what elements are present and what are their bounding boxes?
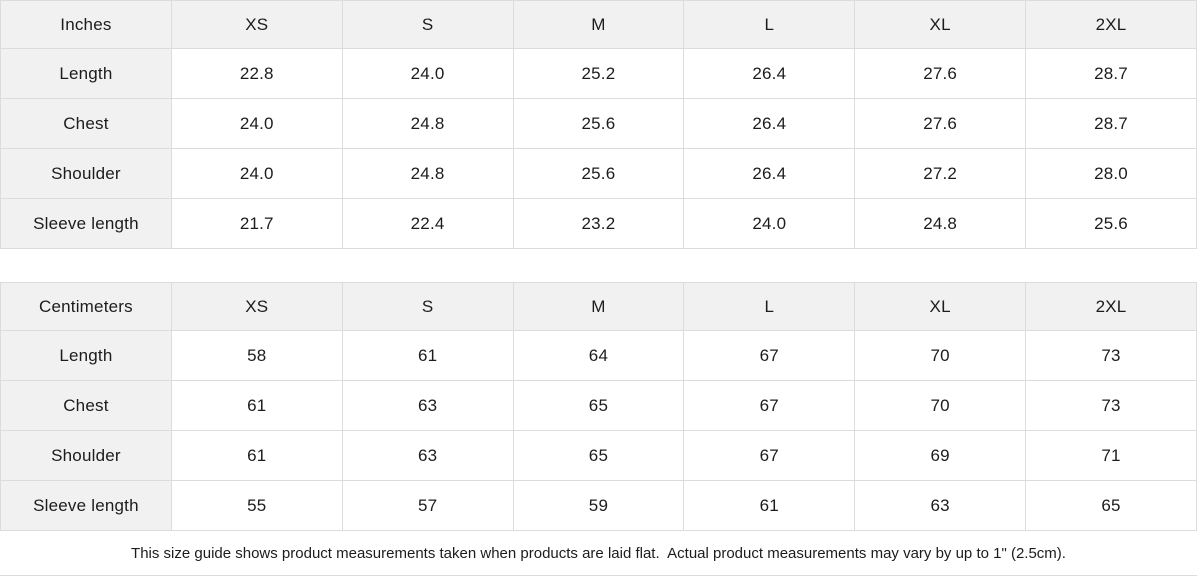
row-label: Chest — [0, 380, 172, 431]
table-row-shoulder: Shoulder 61 63 65 67 69 71 — [0, 430, 1197, 481]
cell-value: 63 — [854, 480, 1027, 531]
cell-value: 22.8 — [170, 48, 343, 99]
cell-value: 65 — [512, 380, 685, 431]
cell-value: 63 — [341, 380, 514, 431]
cell-value: 24.8 — [854, 198, 1027, 249]
size-header-s: S — [341, 282, 514, 331]
size-header-l: L — [683, 0, 856, 49]
size-header-l: L — [683, 282, 856, 331]
cell-value: 70 — [854, 380, 1027, 431]
cell-value: 67 — [683, 380, 856, 431]
cell-value: 26.4 — [683, 98, 856, 149]
cell-value: 73 — [1025, 330, 1197, 381]
cell-value: 64 — [512, 330, 685, 381]
cell-value: 58 — [170, 330, 343, 381]
cell-value: 27.6 — [854, 48, 1027, 99]
cell-value: 57 — [341, 480, 514, 531]
cell-value: 25.6 — [512, 148, 685, 199]
row-label: Sleeve length — [0, 480, 172, 531]
table-row-sleeve-length: Sleeve length 21.7 22.4 23.2 24.0 24.8 2… — [0, 198, 1197, 249]
cell-value: 28.0 — [1025, 148, 1197, 199]
centimeters-table: Centimeters XS S M L XL 2XL Length 58 61… — [0, 282, 1197, 531]
centimeters-header-row: Centimeters XS S M L XL 2XL — [0, 282, 1197, 331]
cell-value: 61 — [683, 480, 856, 531]
cell-value: 24.8 — [341, 98, 514, 149]
table-row-sleeve-length: Sleeve length 55 57 59 61 63 65 — [0, 480, 1197, 531]
table-row-shoulder: Shoulder 24.0 24.8 25.6 26.4 27.2 28.0 — [0, 148, 1197, 199]
cell-value: 23.2 — [512, 198, 685, 249]
unit-header-inches: Inches — [0, 0, 172, 49]
cell-value: 24.0 — [170, 148, 343, 199]
cell-value: 61 — [170, 380, 343, 431]
row-label: Sleeve length — [0, 198, 172, 249]
cell-value: 61 — [170, 430, 343, 481]
size-header-xl: XL — [854, 0, 1027, 49]
cell-value: 25.6 — [512, 98, 685, 149]
cell-value: 24.8 — [341, 148, 514, 199]
size-guide-note: This size guide shows product measuremen… — [0, 531, 1197, 576]
size-header-2xl: 2XL — [1025, 0, 1197, 49]
table-row-length: Length 22.8 24.0 25.2 26.4 27.6 28.7 — [0, 48, 1197, 99]
cell-value: 24.0 — [683, 198, 856, 249]
row-label: Length — [0, 48, 172, 99]
cell-value: 27.6 — [854, 98, 1027, 149]
table-row-chest: Chest 61 63 65 67 70 73 — [0, 380, 1197, 431]
cell-value: 28.7 — [1025, 48, 1197, 99]
size-header-xs: XS — [170, 282, 343, 331]
size-header-2xl: 2XL — [1025, 282, 1197, 331]
inches-table: Inches XS S M L XL 2XL Length 22.8 24.0 … — [0, 0, 1197, 249]
size-header-xl: XL — [854, 282, 1027, 331]
cell-value: 65 — [1025, 480, 1197, 531]
cell-value: 25.6 — [1025, 198, 1197, 249]
unit-header-centimeters: Centimeters — [0, 282, 172, 331]
size-header-xs: XS — [170, 0, 343, 49]
inches-header-row: Inches XS S M L XL 2XL — [0, 0, 1197, 49]
size-header-m: M — [512, 0, 685, 49]
cell-value: 28.7 — [1025, 98, 1197, 149]
cell-value: 26.4 — [683, 48, 856, 99]
cell-value: 67 — [683, 430, 856, 481]
cell-value: 73 — [1025, 380, 1197, 431]
cell-value: 67 — [683, 330, 856, 381]
size-header-s: S — [341, 0, 514, 49]
cell-value: 71 — [1025, 430, 1197, 481]
row-label: Chest — [0, 98, 172, 149]
cell-value: 55 — [170, 480, 343, 531]
cell-value: 24.0 — [341, 48, 514, 99]
size-header-m: M — [512, 282, 685, 331]
cell-value: 26.4 — [683, 148, 856, 199]
row-label: Length — [0, 330, 172, 381]
row-label: Shoulder — [0, 430, 172, 481]
cell-value: 24.0 — [170, 98, 343, 149]
table-spacer — [0, 249, 1197, 282]
cell-value: 59 — [512, 480, 685, 531]
cell-value: 22.4 — [341, 198, 514, 249]
cell-value: 70 — [854, 330, 1027, 381]
cell-value: 25.2 — [512, 48, 685, 99]
table-row-chest: Chest 24.0 24.8 25.6 26.4 27.6 28.7 — [0, 98, 1197, 149]
cell-value: 27.2 — [854, 148, 1027, 199]
cell-value: 65 — [512, 430, 685, 481]
table-row-length: Length 58 61 64 67 70 73 — [0, 330, 1197, 381]
cell-value: 69 — [854, 430, 1027, 481]
row-label: Shoulder — [0, 148, 172, 199]
cell-value: 21.7 — [170, 198, 343, 249]
cell-value: 61 — [341, 330, 514, 381]
cell-value: 63 — [341, 430, 514, 481]
